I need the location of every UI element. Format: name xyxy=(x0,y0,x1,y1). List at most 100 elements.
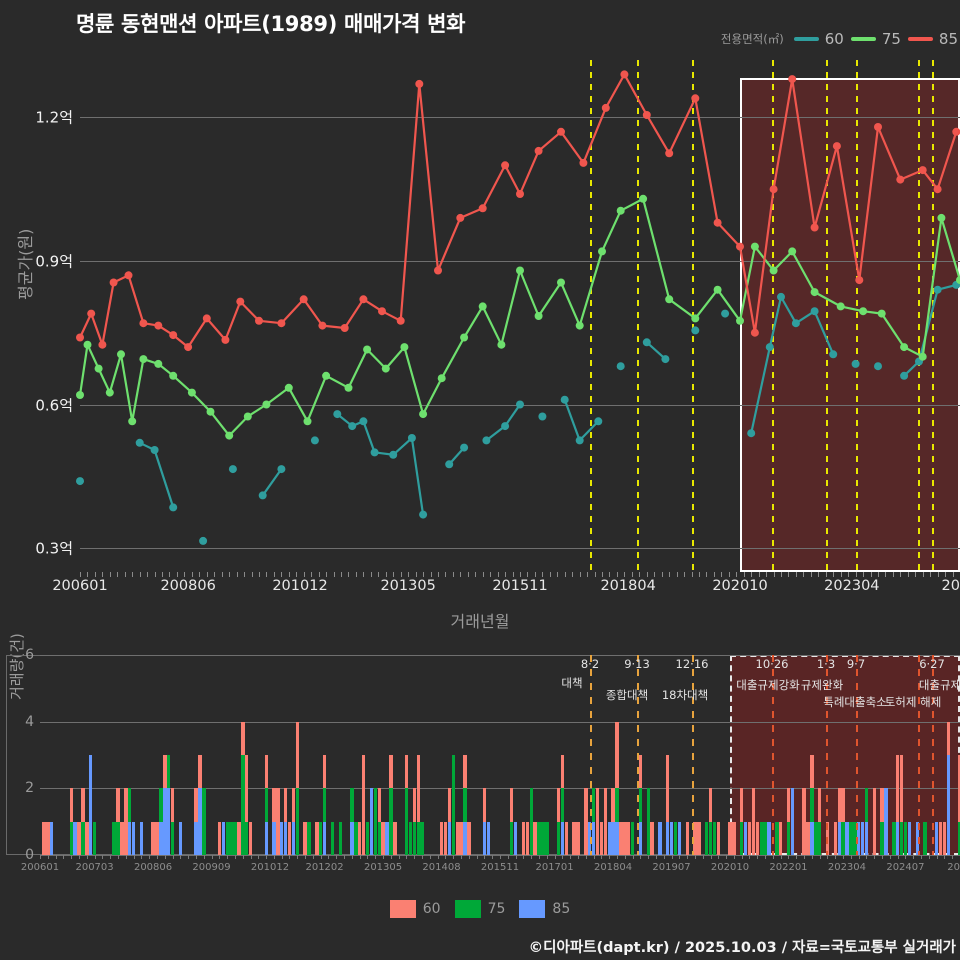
volume-bar-60[interactable] xyxy=(841,788,845,822)
volume-bar-75[interactable] xyxy=(245,821,249,855)
price-point-75[interactable] xyxy=(810,288,819,297)
volume-bar-85[interactable] xyxy=(280,821,284,855)
price-point-75[interactable] xyxy=(225,431,234,440)
volume-bar-60[interactable] xyxy=(786,788,791,822)
price-point-75[interactable] xyxy=(598,247,606,256)
volume-bar-60[interactable] xyxy=(443,821,448,855)
volume-bar-75[interactable] xyxy=(463,788,467,822)
volume-bar-85[interactable] xyxy=(946,755,951,855)
price-point-75[interactable] xyxy=(105,388,114,397)
price-point-75[interactable] xyxy=(169,371,178,380)
price-point-75[interactable] xyxy=(187,388,196,397)
price-point-60[interactable] xyxy=(460,443,469,452)
volume-bar-85[interactable] xyxy=(638,821,643,855)
volume-bar-60[interactable] xyxy=(697,821,701,855)
volume-bar-75[interactable] xyxy=(167,755,171,789)
volume-bar-60[interactable] xyxy=(124,788,128,855)
legend-item-85[interactable]: 85 xyxy=(907,30,958,48)
price-point-85[interactable] xyxy=(109,278,118,287)
volume-bar-60[interactable] xyxy=(389,755,393,789)
volume-bar-75[interactable] xyxy=(537,821,541,855)
volume-bar-60[interactable] xyxy=(77,821,81,855)
volume-bar-75[interactable] xyxy=(408,821,413,855)
volume-bar-60[interactable] xyxy=(802,788,806,855)
price-point-85[interactable] xyxy=(579,158,588,167)
volume-bar-60[interactable] xyxy=(283,788,288,822)
price-point-75[interactable] xyxy=(478,302,487,311)
price-point-85[interactable] xyxy=(478,204,487,213)
volume-bar-85[interactable] xyxy=(607,821,611,855)
price-point-85[interactable] xyxy=(154,321,163,330)
volume-bar-60[interactable] xyxy=(198,755,202,789)
price-point-60[interactable] xyxy=(445,460,454,469)
volume-bar-85[interactable] xyxy=(845,821,849,855)
volume-bar-60[interactable] xyxy=(896,755,900,822)
price-point-85[interactable] xyxy=(620,70,629,79)
volume-bar-75[interactable] xyxy=(420,821,424,855)
volume-bar-60[interactable] xyxy=(163,755,167,789)
volume-bar-85[interactable] xyxy=(935,821,939,855)
volume-bar-75[interactable] xyxy=(416,821,420,855)
price-point-60[interactable] xyxy=(900,371,909,380)
volume-bar-75[interactable] xyxy=(354,821,358,855)
volume-bar-85[interactable] xyxy=(513,821,518,855)
volume-bar-60[interactable] xyxy=(685,821,689,855)
price-point-75[interactable] xyxy=(117,350,125,359)
price-point-75[interactable] xyxy=(877,309,886,318)
price-point-60[interactable] xyxy=(277,465,286,474)
volume-bar-60[interactable] xyxy=(291,788,296,822)
volume-bar-60[interactable] xyxy=(393,821,397,855)
volume-bar-75[interactable] xyxy=(338,821,342,855)
price-point-75[interactable] xyxy=(900,343,909,352)
volume-bar-60[interactable] xyxy=(716,821,721,855)
volume-bar-75[interactable] xyxy=(373,788,378,855)
volume-bar-60[interactable] xyxy=(958,755,960,822)
price-point-85[interactable] xyxy=(933,185,942,194)
price-point-85[interactable] xyxy=(874,123,882,131)
volume-bar-85[interactable] xyxy=(837,821,841,855)
volume-bar-85[interactable] xyxy=(611,821,615,855)
price-point-60[interactable] xyxy=(616,362,625,371)
price-point-85[interactable] xyxy=(769,185,778,194)
volume-bar-75[interactable] xyxy=(128,788,132,822)
volume-bar-85[interactable] xyxy=(767,821,771,855)
volume-bar-85[interactable] xyxy=(790,788,795,855)
volume-bar-75[interactable] xyxy=(853,821,857,855)
price-point-75[interactable] xyxy=(750,242,759,251)
price-point-85[interactable] xyxy=(277,319,286,328)
price-point-75[interactable] xyxy=(516,266,524,275)
volume-bar-60[interactable] xyxy=(287,821,292,855)
volume-bar-60[interactable] xyxy=(666,755,670,822)
volume-bar-85[interactable] xyxy=(486,821,491,855)
price-point-85[interactable] xyxy=(896,175,905,184)
volume-bar-75[interactable] xyxy=(529,788,533,855)
volume-bar-60[interactable] xyxy=(248,821,253,855)
volume-bar-60[interactable] xyxy=(455,821,459,855)
volume-bar-60[interactable] xyxy=(120,821,124,855)
volume-bar-60[interactable] xyxy=(611,788,615,822)
volume-bar-60[interactable] xyxy=(732,821,736,855)
volume-bar-85[interactable] xyxy=(178,821,183,855)
price-point-85[interactable] xyxy=(855,276,864,285)
price-point-60[interactable] xyxy=(419,510,428,519)
volume-bar-60[interactable] xyxy=(245,755,249,822)
price-point-60[interactable] xyxy=(199,536,208,545)
volume-bar-60[interactable] xyxy=(361,755,366,855)
price-point-85[interactable] xyxy=(202,314,211,323)
price-point-85[interactable] xyxy=(501,161,510,170)
price-point-75[interactable] xyxy=(128,417,137,426)
volume-bar-60[interactable] xyxy=(276,788,280,855)
volume-bar-75[interactable] xyxy=(81,821,85,855)
volume-bar-60[interactable] xyxy=(650,821,654,855)
volume-bar-60[interactable] xyxy=(463,755,467,789)
price-point-60[interactable] xyxy=(777,292,785,301)
volume-bar-85[interactable] xyxy=(864,821,869,855)
price-point-60[interactable] xyxy=(370,448,379,457)
price-point-75[interactable] xyxy=(303,417,312,426)
price-point-60[interactable] xyxy=(851,359,860,368)
volume-bar-60[interactable] xyxy=(619,821,623,855)
volume-bar-85[interactable] xyxy=(884,788,888,855)
volume-bar-60[interactable] xyxy=(899,755,904,822)
volume-bar-60[interactable] xyxy=(194,788,198,822)
volume-bar-85[interactable] xyxy=(194,821,198,855)
